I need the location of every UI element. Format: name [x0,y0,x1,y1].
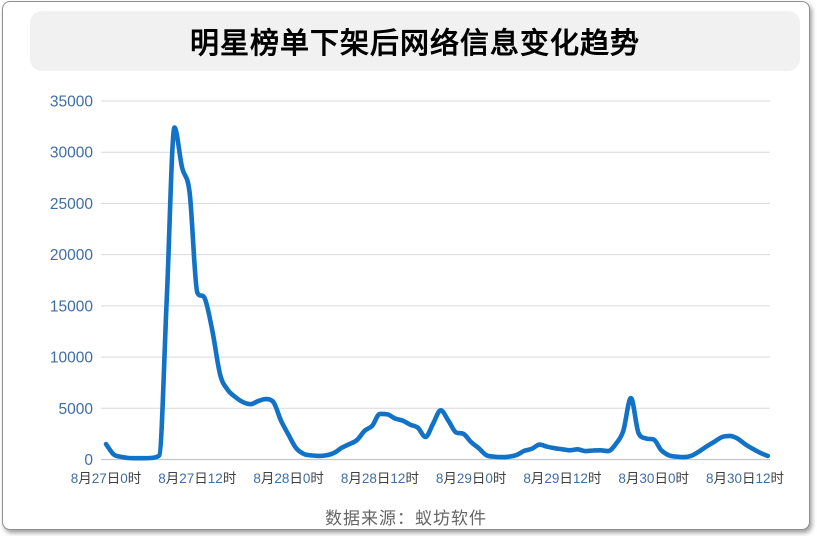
y-tick-label: 10000 [50,350,93,367]
data-source-caption: 数据来源：蚁坊软件 [325,509,487,528]
chart-title-banner: 明星榜单下架后网络信息变化趋势 [30,11,800,71]
x-tick-label: 8月29日12时 [523,471,601,486]
trend-line-series [103,125,771,461]
x-tick-label: 8月28日12时 [341,471,419,486]
x-tick-label: 8月30日0时 [618,471,689,486]
chart-window: 明星榜单下架后网络信息变化趋势 0 5000 10000 15000 20000 2500… [2,1,810,530]
y-tick-label: 20000 [50,247,93,264]
y-tick-label: 30000 [50,145,93,162]
x-tick-label: 8月27日0时 [71,471,142,486]
y-tick-label: 35000 [50,94,93,111]
y-tick-label: 0 [84,452,93,469]
x-tick-label: 8月29日0时 [436,471,507,486]
x-tick-label: 8月30日12时 [706,471,784,486]
y-tick-label: 15000 [50,298,93,315]
y-tick-label: 5000 [59,401,94,418]
y-tick-label: 25000 [50,196,93,213]
x-tick-label: 8月28日0时 [253,471,324,486]
line-chart: 0 5000 10000 15000 20000 25000 30000 35000 8月27日… [50,94,784,487]
x-tick-label: 8月27日12时 [158,471,236,486]
chart-title: 明星榜单下架后网络信息变化趋势 [189,28,640,60]
